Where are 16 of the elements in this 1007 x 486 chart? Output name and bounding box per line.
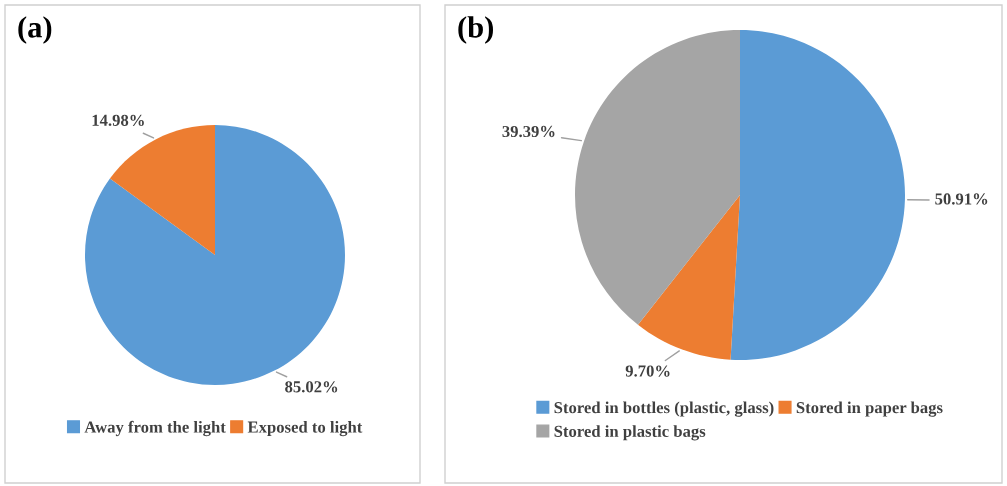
data-label: 14.98%	[92, 114, 144, 126]
pie-slice	[637, 195, 740, 360]
legend-label: Stored in bottles (plastic, glass)	[554, 401, 774, 417]
legend-label: Exposed to light	[247, 420, 363, 437]
data-label: 85.02%	[285, 381, 338, 393]
data-label: 9.70%	[625, 365, 670, 377]
chart-title: (a)	[18, 16, 52, 44]
data-label: 50.91%	[935, 193, 988, 205]
pie-slice	[575, 30, 740, 325]
pie-slice	[109, 125, 215, 255]
chart-title: (b)	[458, 16, 493, 44]
legend-label: Stored in plastic bags	[554, 425, 706, 441]
data-label: 39.39%	[502, 125, 555, 138]
legend-label: Away from the light	[84, 420, 226, 437]
pie-slice	[730, 30, 905, 360]
legend-label: Stored in paper bags	[796, 401, 943, 417]
